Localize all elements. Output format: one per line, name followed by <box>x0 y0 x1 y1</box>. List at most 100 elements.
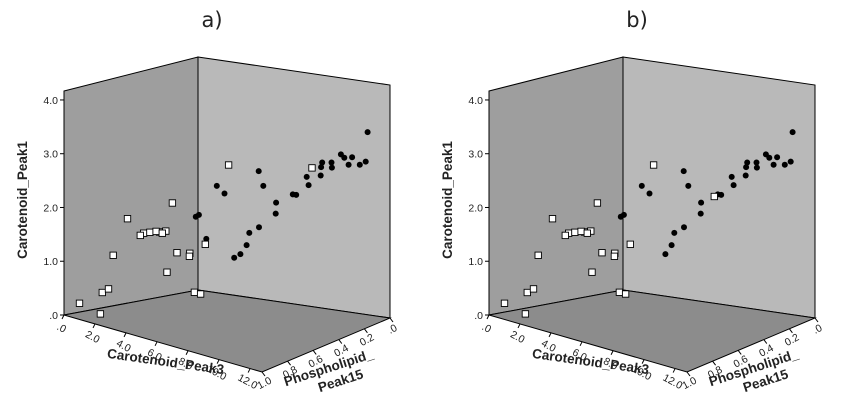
y-tick-label: 2.0 <box>43 202 58 214</box>
data-point-open <box>710 192 718 201</box>
data-point-filled <box>364 129 371 136</box>
data-point-filled <box>246 229 253 236</box>
x-tick-label: 2.0 <box>508 329 527 347</box>
data-point-open <box>224 161 233 169</box>
data-point-open <box>196 290 205 298</box>
z-tick-mark <box>389 317 394 323</box>
data-point-filled <box>789 129 796 136</box>
x-tick-mark <box>672 368 676 373</box>
data-point-filled <box>728 173 735 180</box>
data-point-filled <box>787 158 794 165</box>
x-tick-mark <box>610 350 614 355</box>
data-point-open <box>136 231 144 240</box>
data-point-open <box>523 288 531 297</box>
data-point-filled <box>743 164 750 171</box>
y-tick-label: 4.0 <box>468 95 483 107</box>
x-tick-mark <box>548 332 552 338</box>
data-point-filled <box>742 172 749 179</box>
z-tick-mark <box>814 317 819 323</box>
data-point-open <box>598 249 606 257</box>
data-point-filled <box>638 182 645 189</box>
y-axis-label: Carotenoid_Peak1 <box>440 141 455 259</box>
x-tick-label: .0 <box>480 321 494 336</box>
z-tick-label: 1.0 <box>255 375 274 393</box>
x-tick-mark <box>92 323 96 329</box>
data-point-open <box>615 288 624 296</box>
left-wall <box>63 56 199 316</box>
right-wall <box>197 56 391 319</box>
data-point-open <box>593 199 602 207</box>
data-point-open <box>577 227 585 236</box>
chart-panel-b: b) .0 1.0 2.0 3.0 4.0.0 2.0 4.0 6.0 8.0 10.0 12.0 1.… <box>425 0 849 395</box>
data-point-filled <box>345 161 352 168</box>
data-point-open <box>185 252 194 260</box>
data-point-filled <box>685 182 692 189</box>
data-point-filled <box>256 224 262 231</box>
z-tick-label: .0 <box>386 322 400 337</box>
z-tick-mark <box>261 371 266 377</box>
data-point-filled <box>781 161 788 168</box>
data-point-filled <box>203 235 210 242</box>
data-point-filled <box>774 154 781 161</box>
data-point-open <box>308 164 316 172</box>
right-wall <box>622 56 816 319</box>
data-point-open <box>163 268 171 276</box>
z-tick-mark <box>287 360 292 366</box>
z-tick-label: .0 <box>811 322 825 337</box>
panel-title: a) <box>201 8 222 32</box>
data-point-open <box>588 268 596 276</box>
data-point-filled <box>698 199 705 206</box>
y-tick-label: 4.0 <box>43 95 58 107</box>
data-point-filled <box>318 164 325 171</box>
data-point-filled <box>671 229 678 236</box>
plot-box <box>63 56 392 373</box>
data-point-open <box>626 240 634 248</box>
points-layer <box>500 129 796 318</box>
data-point-open <box>98 288 106 297</box>
data-point-open <box>96 310 105 318</box>
data-point-open <box>534 251 542 259</box>
y-tick-label: .0 <box>49 310 58 322</box>
left-wall <box>488 56 624 316</box>
chart-panel-a: a) .0 1.0 2.0 3.0 4.0.0 2.0 4.0 6.0 8.0 10.0 12.0 1.… <box>0 0 424 395</box>
z-tick-label: 1.0 <box>680 375 699 393</box>
data-point-filled <box>349 154 356 161</box>
data-point-open <box>109 251 117 259</box>
data-point-open <box>75 299 84 307</box>
data-point-open <box>168 199 177 207</box>
data-point-open <box>201 240 209 248</box>
x-tick-mark <box>517 323 521 329</box>
data-point-open <box>158 229 166 237</box>
z-tick-mark <box>686 371 691 377</box>
data-point-filled <box>328 159 335 166</box>
data-point-filled <box>221 190 228 197</box>
data-point-filled <box>730 182 737 189</box>
data-point-open <box>583 229 591 237</box>
x-tick-label: 2.0 <box>83 329 102 347</box>
data-point-filled <box>681 224 687 231</box>
data-point-open <box>561 231 569 240</box>
data-point-open <box>104 285 113 293</box>
data-point-open <box>500 299 509 307</box>
x-tick-label: .0 <box>55 321 69 336</box>
data-point-open <box>123 215 132 223</box>
plot-box <box>488 56 817 373</box>
data-point-filled <box>646 190 653 197</box>
data-point-filled <box>213 182 220 189</box>
y-tick-label: 1.0 <box>43 256 58 268</box>
x-tick-mark <box>123 332 127 338</box>
data-point-filled <box>668 242 675 249</box>
data-point-filled <box>753 164 760 171</box>
y-tick-label: 3.0 <box>468 149 483 161</box>
data-point-filled <box>662 251 669 258</box>
data-point-filled <box>337 151 344 158</box>
data-point-open <box>529 285 538 293</box>
z-tick-mark <box>312 350 317 355</box>
data-point-filled <box>744 159 751 166</box>
data-point-filled <box>273 199 280 206</box>
data-point-filled <box>328 164 335 171</box>
data-point-filled <box>231 254 238 261</box>
z-tick-label: 0.2 <box>358 331 377 349</box>
data-point-filled <box>753 159 760 166</box>
data-point-open <box>621 290 630 298</box>
